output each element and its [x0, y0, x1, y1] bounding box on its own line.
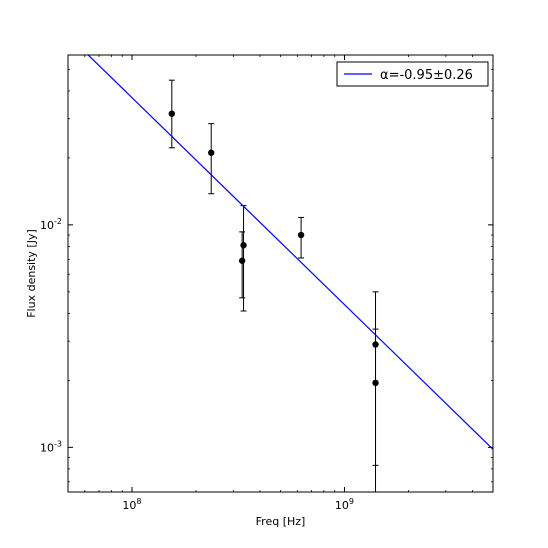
y-axis-label: Flux density [Jy] — [25, 229, 38, 318]
y-tick-label: 10-2 — [40, 217, 62, 232]
tick-base: 10 — [335, 499, 349, 512]
data-point — [208, 149, 215, 156]
data-point — [372, 341, 379, 348]
legend-label: α=-0.95±0.26 — [380, 68, 473, 83]
fit-line — [87, 54, 494, 450]
data-point — [297, 231, 305, 239]
fit-layer — [87, 54, 494, 450]
tick-base: 10 — [40, 441, 54, 454]
legend: α=-0.95±0.26 — [336, 61, 489, 87]
tick-exponent: -2 — [54, 217, 62, 226]
y-tick-label: 10-3 — [40, 439, 62, 454]
data-point — [238, 257, 246, 264]
tick-base: 10 — [40, 219, 54, 232]
tick-exponent: 8 — [136, 497, 141, 506]
ticks-layer — [68, 55, 493, 492]
points-layer — [168, 110, 379, 387]
x-axis-label: Freq [Hz] — [256, 515, 306, 528]
x-tick-label: 108 — [122, 497, 141, 512]
tick-exponent: 9 — [349, 497, 354, 506]
tick-base: 10 — [122, 499, 136, 512]
data-point — [240, 242, 247, 249]
data-point — [372, 379, 379, 387]
tick-exponent: -3 — [54, 439, 62, 448]
x-tick-label: 109 — [335, 497, 354, 512]
data-point — [168, 110, 176, 117]
